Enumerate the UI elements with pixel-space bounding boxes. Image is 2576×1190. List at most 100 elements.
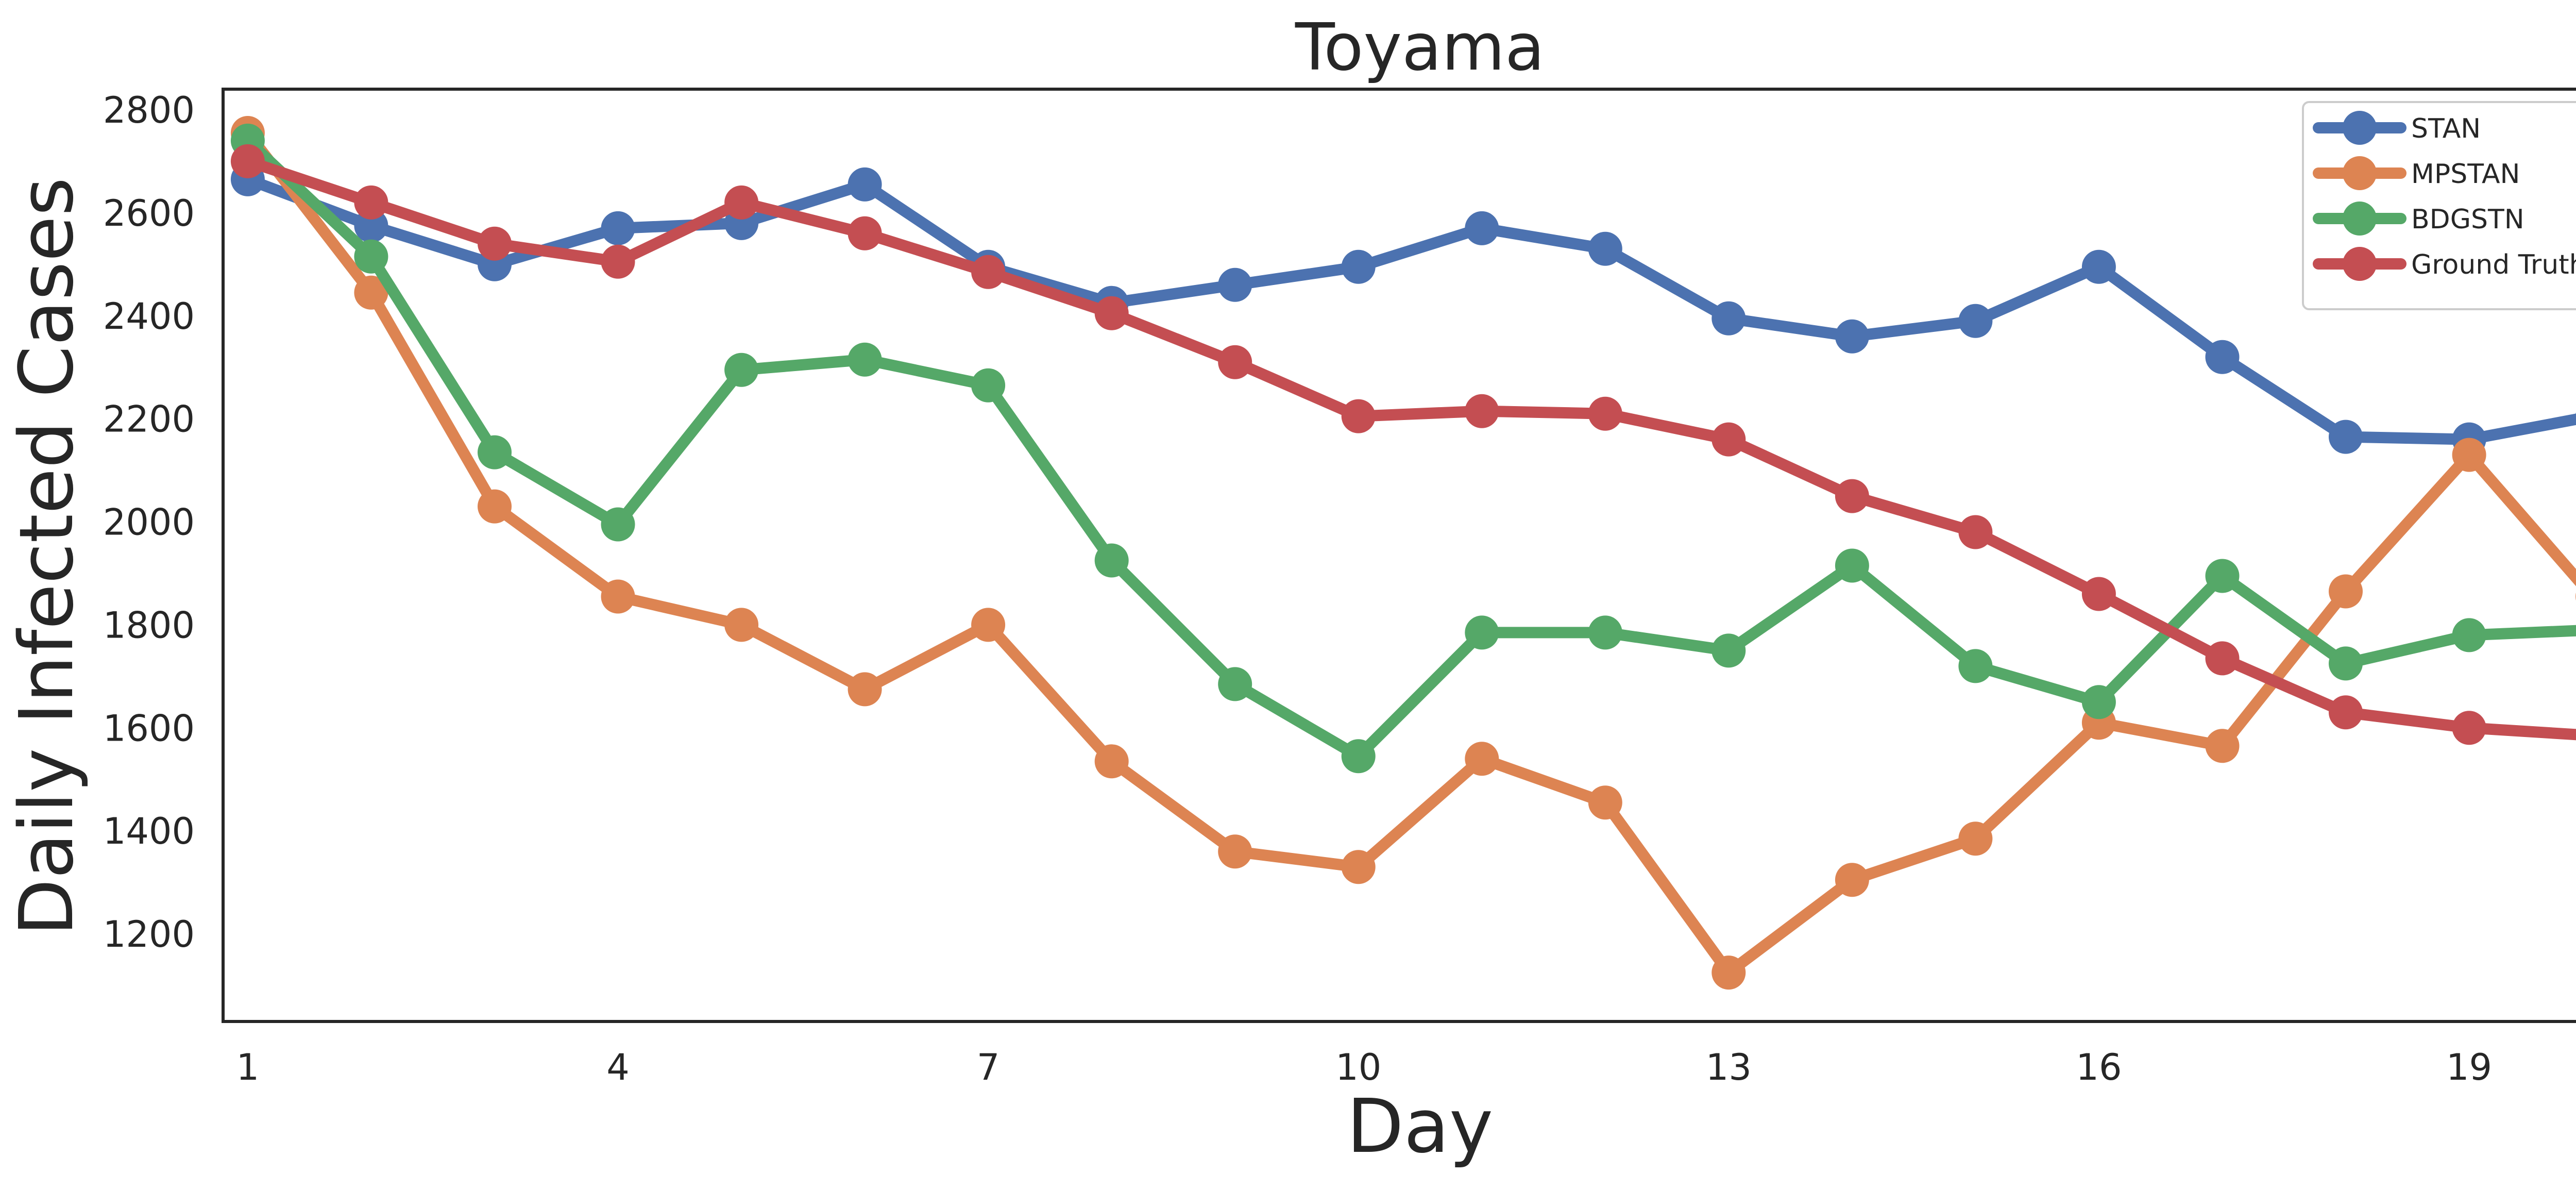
series-line-3 xyxy=(242,155,2576,741)
y-axis-ticks: 1200 1400 1600 1800 2000 2200 2400 2600 2800 xyxy=(103,89,195,956)
data-point xyxy=(1341,399,1376,433)
data-point xyxy=(601,211,635,245)
data-point xyxy=(478,226,512,261)
data-point xyxy=(2081,577,2116,611)
data-point xyxy=(1835,548,1869,583)
x-axis-label: Day xyxy=(1347,1083,1493,1169)
data-point xyxy=(1218,834,1252,869)
y-tick-label: 2800 xyxy=(103,89,195,131)
data-point xyxy=(1588,396,1622,431)
data-point xyxy=(1958,304,1993,338)
data-point xyxy=(1341,249,1376,284)
data-point xyxy=(1588,615,1622,650)
data-point xyxy=(1218,345,1252,379)
data-point xyxy=(1711,422,1746,457)
x-tick-label: 10 xyxy=(1335,1046,1381,1088)
data-point xyxy=(971,255,1006,289)
data-point xyxy=(2205,729,2240,763)
data-point xyxy=(354,185,388,220)
y-tick-label: 1200 xyxy=(103,913,195,956)
data-point xyxy=(601,244,635,279)
legend-label: BDGSTN xyxy=(2411,204,2524,235)
data-point xyxy=(1958,822,1993,856)
data-point xyxy=(971,608,1006,642)
y-tick-label: 1600 xyxy=(103,707,195,749)
legend-label: Ground Truth xyxy=(2411,249,2576,280)
x-tick-label: 16 xyxy=(2076,1046,2122,1088)
data-point xyxy=(1341,739,1376,774)
data-point xyxy=(1958,515,1993,549)
data-point xyxy=(601,507,635,542)
data-point xyxy=(2452,438,2486,472)
legend-item: STAN xyxy=(2313,111,2481,145)
data-point xyxy=(478,489,512,524)
data-point xyxy=(724,185,759,220)
data-point xyxy=(848,167,882,202)
data-point xyxy=(1094,543,1129,578)
data-point xyxy=(2329,646,2363,681)
data-point xyxy=(724,608,759,642)
data-point xyxy=(601,579,635,614)
series-line-2 xyxy=(242,135,2576,762)
data-point xyxy=(1465,211,1499,245)
data-point xyxy=(1711,956,1746,990)
data-point xyxy=(848,672,882,707)
data-point xyxy=(848,342,882,377)
data-point xyxy=(2205,340,2240,374)
plot-area xyxy=(230,116,2576,990)
x-tick-label: 13 xyxy=(1706,1046,1752,1088)
legend-swatch-marker xyxy=(2343,156,2377,190)
y-tick-label: 2600 xyxy=(103,192,195,234)
x-tick-label: 7 xyxy=(977,1046,1000,1088)
series-1 xyxy=(230,116,2576,990)
data-point xyxy=(230,144,265,178)
data-point xyxy=(1711,301,1746,336)
data-point xyxy=(1218,667,1252,701)
legend-swatch-marker xyxy=(2343,111,2377,145)
data-point xyxy=(724,353,759,387)
legend-swatch-marker xyxy=(2343,247,2377,281)
chart-title: Toyama xyxy=(1295,9,1545,85)
data-point xyxy=(1341,850,1376,884)
data-point xyxy=(1465,394,1499,428)
data-point xyxy=(1711,633,1746,668)
data-point xyxy=(1094,296,1129,330)
data-point xyxy=(354,275,388,310)
legend-item: Ground Truth xyxy=(2313,247,2576,281)
y-tick-label: 2400 xyxy=(103,295,195,338)
legend-label: STAN xyxy=(2411,113,2481,144)
data-point xyxy=(2329,574,2363,609)
data-point xyxy=(848,216,882,250)
data-point xyxy=(1588,231,1622,266)
data-point xyxy=(2205,559,2240,593)
series-line-1 xyxy=(242,127,2576,979)
data-point xyxy=(478,435,512,470)
y-tick-label: 2000 xyxy=(103,501,195,544)
data-point xyxy=(1835,479,1869,513)
legend: STAN MPSTAN BDGSTN Ground Truth xyxy=(2302,101,2576,310)
series-line-0 xyxy=(242,173,2576,445)
y-tick-label: 1400 xyxy=(103,810,195,852)
x-tick-label: 1 xyxy=(236,1046,260,1088)
data-point xyxy=(971,368,1006,403)
x-axis-ticks: 1 4 7 10 13 16 19 xyxy=(236,1046,2492,1088)
data-point xyxy=(1465,615,1499,650)
data-point xyxy=(1218,267,1252,302)
legend-item: BDGSTN xyxy=(2313,202,2524,236)
data-point xyxy=(2081,249,2116,284)
data-point xyxy=(1465,742,1499,776)
y-axis-label: Daily Infected Cases xyxy=(3,177,90,936)
data-point xyxy=(2452,618,2486,652)
data-point xyxy=(2081,685,2116,719)
data-point xyxy=(2205,641,2240,676)
x-tick-label: 19 xyxy=(2446,1046,2492,1088)
y-tick-label: 2200 xyxy=(103,398,195,441)
legend-item: MPSTAN xyxy=(2313,156,2520,190)
legend-label: MPSTAN xyxy=(2411,159,2520,190)
data-point xyxy=(1835,319,1869,354)
legend-swatch-marker xyxy=(2343,202,2377,236)
plot-frame xyxy=(222,88,2576,1023)
data-point xyxy=(1958,649,1993,683)
